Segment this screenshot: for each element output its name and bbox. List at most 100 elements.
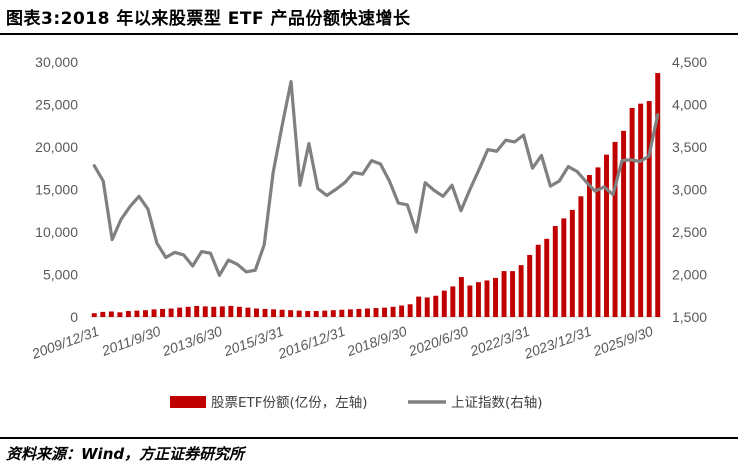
x-axis-tick-label: 2011/9/30	[99, 323, 163, 359]
bar	[151, 309, 157, 317]
chart-legend: 股票ETF份额(亿份，左轴) 上证指数(右轴)	[170, 395, 543, 411]
bar	[407, 304, 413, 317]
x-axis-tick-label: 2023/12/31	[521, 323, 593, 362]
x-axis-tick-label: 2016/12/31	[275, 323, 347, 362]
bar	[629, 107, 635, 318]
x-axis-tick-label: 2009/12/31	[29, 323, 101, 362]
bar	[211, 306, 217, 317]
legend-swatch-etf-share	[170, 396, 206, 408]
bar	[339, 309, 345, 317]
bar	[194, 305, 200, 317]
right-axis-tick-label: 2,500	[672, 224, 707, 240]
x-axis-tick-label: 2015/3/31	[221, 323, 286, 360]
bar	[322, 310, 328, 318]
bar	[177, 307, 183, 317]
bar	[467, 285, 473, 317]
bar	[535, 244, 541, 317]
bar	[569, 209, 575, 317]
bar	[125, 311, 131, 317]
bar	[364, 308, 370, 317]
right-axis-tick-label: 4,500	[672, 54, 707, 70]
bar	[646, 101, 652, 317]
right-axis-tick-label: 2,000	[672, 267, 707, 283]
bar	[262, 308, 268, 317]
bar	[424, 297, 430, 317]
bar	[236, 306, 242, 317]
bar	[604, 154, 609, 317]
bar	[168, 308, 174, 317]
bar	[254, 308, 259, 317]
bar	[108, 311, 114, 317]
bar	[305, 311, 311, 317]
bar	[612, 141, 618, 317]
bar	[441, 290, 447, 317]
left-axis-tick-label: 15,000	[35, 182, 78, 198]
bar	[501, 271, 507, 317]
left-axis-tick-label: 5,000	[43, 267, 78, 283]
left-axis-tick-label: 25,000	[35, 97, 78, 113]
bar-series-etf-share	[91, 73, 661, 318]
bar	[219, 306, 225, 318]
x-axis-tick-label: 2020/6/30	[405, 323, 470, 360]
bar	[271, 309, 277, 317]
bar	[595, 167, 601, 317]
bar	[356, 308, 362, 317]
source-note: 资料来源：Wind，方正证券研究所	[6, 445, 245, 463]
bar	[450, 286, 456, 317]
bar	[100, 311, 106, 317]
bar	[510, 271, 516, 317]
x-axis-tick-label: 2025/9/30	[590, 323, 655, 360]
bar	[117, 312, 123, 317]
right-axis-tick-label: 1,500	[672, 309, 707, 325]
bottom-rule	[0, 437, 738, 439]
line-series-shanghai-index	[92, 79, 660, 277]
legend-label-etf-share: 股票ETF份额(亿份，左轴)	[211, 395, 368, 411]
x-axis-tick-label: 2022/3/31	[467, 323, 532, 360]
series-line	[92, 79, 660, 277]
top-rule	[0, 33, 738, 35]
bar	[552, 226, 558, 317]
bar	[228, 305, 234, 317]
bar	[458, 277, 464, 317]
bar	[518, 265, 524, 317]
right-axis-tick-label: 3,000	[672, 182, 707, 198]
bar	[416, 296, 422, 317]
bar	[638, 103, 644, 318]
bar	[245, 307, 251, 317]
bar	[484, 280, 490, 317]
bar	[527, 254, 533, 317]
bar	[134, 310, 140, 318]
legend-label-shanghai-index: 上证指数(右轴)	[451, 395, 543, 411]
bar	[382, 307, 388, 317]
left-axis-tick-label: 0	[70, 309, 78, 325]
right-axis-tick-label: 3,500	[672, 139, 707, 155]
bar	[330, 310, 336, 317]
left-axis-tick-label: 20,000	[35, 139, 78, 155]
bar	[578, 196, 584, 317]
bar	[493, 277, 498, 317]
bar	[202, 306, 208, 318]
bar	[296, 310, 302, 318]
x-axis-tick-label: 2018/9/30	[344, 323, 409, 360]
bar	[586, 175, 592, 317]
left-axis-tick-label: 30,000	[35, 54, 78, 70]
bar	[399, 305, 405, 317]
bar	[279, 309, 285, 317]
bar	[390, 306, 396, 317]
chart-title: 图表3:2018 年以来股票型 ETF 产品份额快速增长	[6, 9, 411, 29]
bar	[288, 310, 294, 317]
bar	[373, 308, 379, 317]
bar	[561, 218, 567, 317]
bar	[433, 295, 439, 317]
right-axis-tick-label: 4,000	[672, 97, 707, 113]
bar	[313, 311, 319, 317]
bar	[621, 130, 627, 317]
bar	[544, 238, 550, 317]
bar	[160, 308, 166, 317]
x-axis-tick-label: 2013/6/30	[159, 323, 224, 360]
bar	[143, 310, 148, 317]
bar	[475, 282, 481, 317]
bar	[91, 313, 97, 317]
bar	[655, 73, 661, 317]
